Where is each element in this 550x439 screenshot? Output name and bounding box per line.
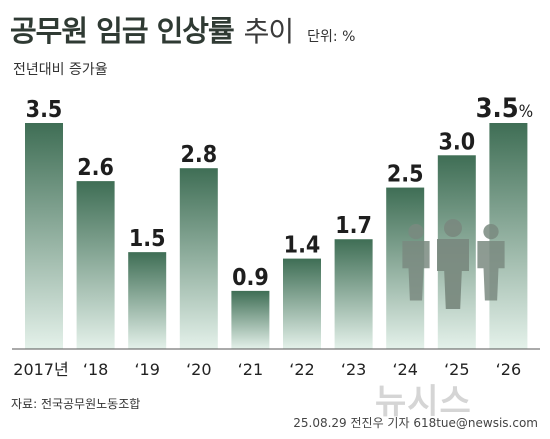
value-label-9: 3.5%: [476, 93, 534, 124]
bar-1: [76, 181, 115, 349]
value-label-2: 1.5: [129, 226, 166, 252]
value-label-5: 1.4: [284, 233, 321, 259]
x-tick-label-4: ‘21: [238, 360, 263, 379]
person-figure: [402, 224, 430, 301]
value-label-text-4: 0.9: [232, 265, 269, 291]
value-label-1: 2.6: [77, 155, 114, 181]
value-label-text-6: 1.7: [335, 213, 372, 239]
watermark-logo: 뉴시스: [375, 382, 472, 422]
value-label-text-3: 2.8: [180, 142, 217, 168]
bar-5: [283, 258, 321, 349]
x-tick-label-6: ‘23: [341, 360, 366, 379]
bars-group: [25, 123, 528, 349]
value-labels-group: 3.52.61.52.80.91.41.72.53.03.5%: [26, 93, 534, 291]
value-label-8: 3.0: [438, 129, 475, 155]
x-tick-label-5: ‘22: [289, 360, 314, 379]
people-icon: [402, 219, 505, 309]
value-label-text-0: 3.5: [26, 97, 63, 123]
percent-suffix: %: [519, 102, 534, 122]
x-tick-label-7: ‘24: [392, 360, 417, 379]
bar-6: [334, 239, 373, 349]
value-label-3: 2.8: [180, 142, 217, 168]
value-label-text-7: 2.5: [387, 162, 424, 188]
value-label-0: 3.5: [26, 97, 63, 123]
chart-subtitle: 전년대비 증가율: [13, 62, 108, 78]
person-figure: [437, 219, 469, 309]
chart-title: 공무원 임금 인상률: [10, 14, 235, 48]
value-label-text-5: 1.4: [284, 233, 321, 259]
x-tick-label-1: ‘18: [83, 360, 108, 379]
value-label-6: 1.7: [335, 213, 372, 239]
value-label-text-1: 2.6: [77, 155, 114, 181]
source-note: 자료: 전국공무원노동조합: [11, 397, 141, 411]
chart-title-suffix: 추이: [243, 15, 295, 48]
value-label-text-2: 1.5: [129, 226, 166, 252]
chart-title-row: 공무원 임금 인상률 추이 단위: %: [10, 8, 355, 50]
x-tick-label-0: 2017년: [13, 360, 68, 379]
unit-label: 단위: %: [307, 29, 356, 45]
person-figure: [477, 224, 505, 301]
bar-3: [179, 168, 218, 349]
value-label-7: 2.5: [387, 162, 424, 188]
bar-4: [231, 290, 270, 349]
value-label-text-9: 3.5: [476, 93, 519, 124]
x-tick-label-2: ‘19: [134, 360, 159, 379]
value-label-4: 0.9: [232, 265, 269, 291]
value-label-text-8: 3.0: [438, 129, 475, 155]
x-tick-labels-group: 2017년 ‘18 ‘19 ‘20 ‘21 ‘22 ‘23 ‘24 ‘25 ‘26: [13, 360, 521, 379]
bar-0: [25, 123, 63, 349]
bar-2: [128, 252, 167, 349]
x-tick-label-3: ‘20: [186, 360, 211, 379]
x-tick-label-8: ‘25: [444, 360, 469, 379]
x-tick-label-9: ‘26: [496, 360, 521, 379]
credit-note: 25.08.29 전진우 기자 618tue@newsis.com: [293, 416, 538, 430]
